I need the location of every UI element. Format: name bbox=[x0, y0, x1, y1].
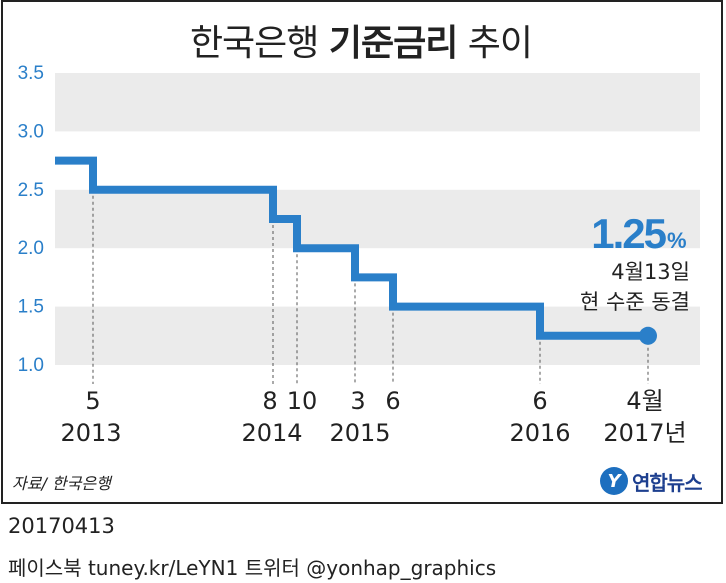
data-series bbox=[55, 156, 657, 345]
grid-band bbox=[55, 189, 700, 249]
annotation-value: 1.25 bbox=[591, 210, 666, 257]
annotation-note: 현 수준 동결 bbox=[580, 290, 690, 314]
chart-title: 한국은행 기준금리 추이 bbox=[189, 23, 533, 64]
footer-date: 20170413 bbox=[8, 514, 115, 538]
yonhap-logo: Y 연합뉴스 bbox=[600, 465, 703, 497]
x-month-label: 10 bbox=[287, 387, 318, 415]
y-tick-label: 3.5 bbox=[18, 63, 44, 84]
yonhap-logo-icon: Y bbox=[600, 467, 628, 495]
y-tick-label: 1.0 bbox=[18, 355, 44, 376]
y-axis-ticks: 3.5 3.0 2.5 2.0 1.5 1.0 bbox=[18, 63, 44, 376]
x-year-label: 2014 bbox=[241, 419, 302, 447]
grid-band bbox=[55, 73, 700, 132]
annotation-unit: % bbox=[667, 228, 687, 253]
y-tick-label: 2.5 bbox=[18, 180, 44, 201]
x-year-label: 2015 bbox=[329, 419, 390, 447]
footer-social: 페이스북 tuney.kr/LeYN1 트위터 @yonhap_graphics bbox=[8, 556, 497, 580]
x-month-label: 5 bbox=[85, 387, 100, 415]
x-month-label: 3 bbox=[350, 387, 365, 415]
x-month-label: 4월 bbox=[626, 387, 663, 415]
y-tick-label: 2.0 bbox=[18, 238, 44, 259]
x-year-label: 2017년 bbox=[603, 419, 686, 447]
x-year-label: 2016 bbox=[509, 419, 570, 447]
annotation-date: 4월13일 bbox=[611, 260, 690, 284]
latest-point bbox=[639, 326, 657, 345]
x-month-label: 8 bbox=[262, 387, 277, 415]
source-note: 자료/ 한국은행 bbox=[12, 474, 111, 493]
x-month-label: 6 bbox=[532, 387, 547, 415]
y-tick-label: 1.5 bbox=[18, 297, 44, 318]
yonhap-logo-text: 연합뉴스 bbox=[632, 470, 703, 495]
x-month-label: 6 bbox=[385, 387, 400, 415]
series-line bbox=[55, 156, 648, 340]
x-year-label: 2013 bbox=[60, 419, 121, 447]
y-tick-label: 3.0 bbox=[18, 121, 44, 142]
